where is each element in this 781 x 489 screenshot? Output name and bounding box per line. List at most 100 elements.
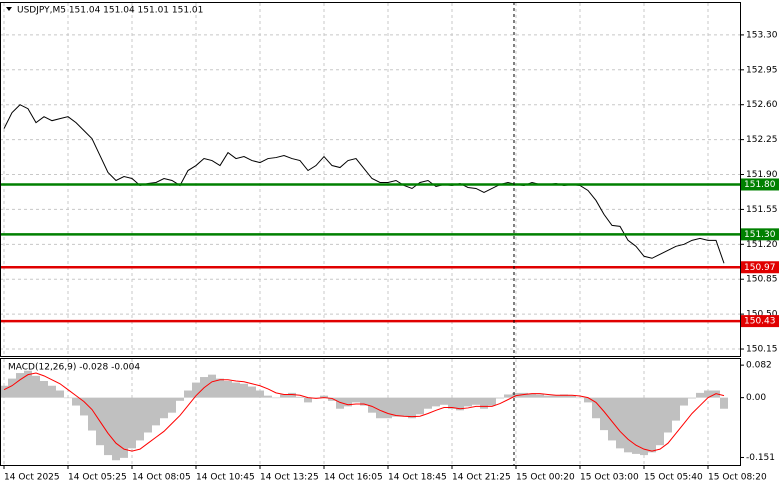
macd-bar (160, 397, 168, 419)
x-tick-label: 14 Oct 08:05 (132, 473, 191, 483)
macd-bar (576, 397, 584, 399)
macd-bar (464, 397, 472, 407)
chart-title: USDJPY,M5 151.04 151.04 151.01 151.01 (17, 6, 203, 16)
x-tick-label: 15 Oct 03:00 (580, 473, 639, 483)
macd-bar (704, 390, 712, 398)
y-tick-label: 151.90 (746, 170, 778, 180)
macd-bar (664, 397, 672, 433)
menu-triangle (6, 7, 12, 11)
macd-bar (592, 397, 600, 419)
macd-bar (624, 397, 632, 453)
y-tick-label: 150.15 (746, 345, 778, 355)
macd-bar (176, 397, 184, 401)
macd-bar (440, 397, 448, 405)
y-tick-label: 153.30 (746, 30, 778, 40)
y-tick-label: 0.082 (746, 361, 772, 371)
macd-bar (352, 397, 360, 403)
macd-bar (640, 397, 648, 456)
macd-bar (344, 397, 352, 407)
macd-bar (240, 383, 248, 398)
level-label-box (741, 178, 779, 191)
macd-bar (224, 380, 232, 398)
macd-bar (88, 397, 96, 431)
macd-bar (8, 378, 16, 398)
macd-bar (496, 397, 504, 399)
macd-bar (488, 397, 496, 406)
level-label-box (741, 315, 779, 328)
macd-bar (280, 394, 288, 398)
macd-bar (480, 397, 488, 409)
macd-bar (688, 397, 696, 399)
price-line (3, 104, 725, 264)
macd-bar (208, 374, 216, 398)
macd-bar (408, 397, 416, 419)
macd-bar (56, 390, 64, 398)
macd-bar (608, 397, 616, 441)
macd-bar (288, 392, 296, 398)
level-label: 151.30 (744, 230, 776, 240)
macd-bar (264, 395, 272, 398)
level-label: 150.97 (744, 263, 776, 273)
macd-bar (192, 382, 200, 398)
y-tick-label: 152.60 (746, 100, 778, 110)
macd-bar (256, 390, 264, 398)
macd-bar (544, 395, 552, 398)
macd-bar (552, 395, 560, 398)
x-tick-label: 14 Oct 13:25 (260, 473, 319, 483)
macd-bar (568, 395, 576, 398)
y-tick-label: 151.55 (746, 205, 778, 215)
marks (0, 104, 740, 461)
macd-bar (680, 397, 688, 406)
macd-bar (328, 397, 336, 401)
macd-bar (448, 397, 456, 409)
macd-bar (360, 397, 368, 406)
macd-bar (32, 375, 40, 398)
macd-bar (584, 397, 592, 403)
macd-bar (600, 397, 608, 431)
level-label: 151.80 (744, 180, 776, 190)
macd-bar (112, 397, 120, 461)
macd-bar (336, 397, 344, 409)
macd-bar (432, 397, 440, 407)
x-tick-label: 14 Oct 05:25 (68, 473, 127, 483)
macd-bar (48, 385, 56, 398)
macd-bar (40, 380, 48, 398)
macd-bar (696, 392, 704, 398)
level-label: 150.43 (744, 317, 776, 327)
macd-bar (0, 385, 8, 398)
main-panel-frame (0, 2, 741, 357)
macd-bar (376, 397, 384, 419)
macd-bar (24, 370, 32, 398)
macd-bar (648, 397, 656, 453)
macd-panel-frame (0, 358, 741, 466)
macd-bar (536, 394, 544, 398)
x-tick-label: 14 Oct 21:25 (452, 473, 511, 483)
macd-bar (416, 397, 424, 415)
macd-bar (392, 397, 400, 417)
macd-bar (232, 382, 240, 398)
x-tick-label: 14 Oct 16:05 (324, 473, 383, 483)
macd-bar (168, 397, 176, 413)
grid (0, 3, 740, 465)
x-tick-label: 14 Oct 10:45 (196, 473, 255, 483)
macd-bar (616, 397, 624, 449)
x-tick-label: 15 Oct 00:20 (516, 473, 575, 483)
macd-bar (528, 393, 536, 398)
x-tick-label: 14 Oct 18:45 (388, 473, 447, 483)
macd-bar (368, 397, 376, 413)
macd-bar (504, 394, 512, 398)
macd-bar (16, 373, 24, 398)
macd-bar (144, 397, 152, 433)
y-tick-label: 152.25 (746, 135, 778, 145)
macd-bar (320, 395, 328, 398)
macd-bar (424, 397, 432, 409)
macd-bar (720, 397, 728, 409)
macd-bar (80, 397, 88, 416)
macd-bar (632, 397, 640, 454)
macd-bar (304, 397, 312, 403)
macd-bar (296, 396, 304, 398)
macd-bar (520, 392, 528, 398)
y-tick-label: 151.20 (746, 240, 778, 250)
macd-bar (400, 397, 408, 417)
